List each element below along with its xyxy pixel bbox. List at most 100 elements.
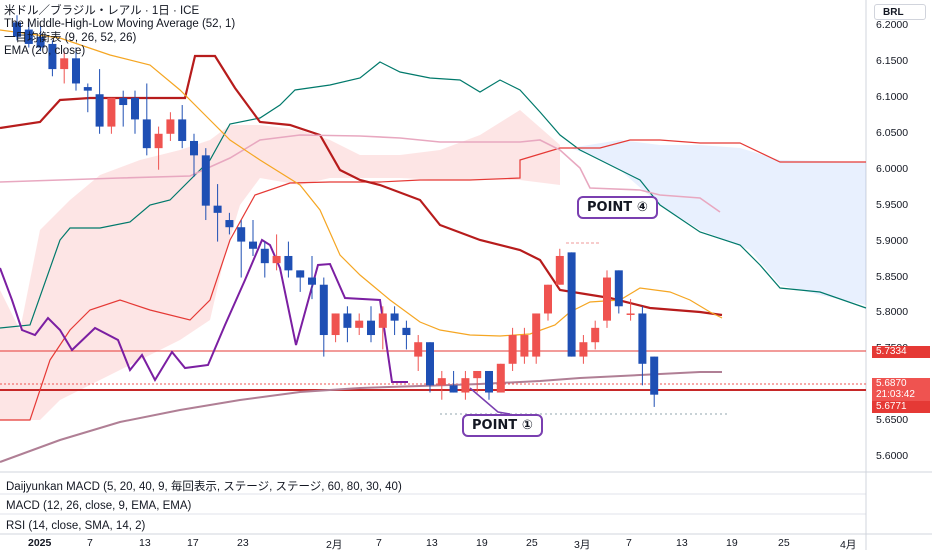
candle-body <box>36 36 45 48</box>
candle-body <box>237 227 246 242</box>
candle-body <box>343 313 352 328</box>
candle-body <box>272 255 281 264</box>
ema-line <box>0 29 723 337</box>
candle-body <box>355 320 364 328</box>
ichimoku-tenkan-line <box>0 134 721 213</box>
price-tick-label: 5.6500 <box>876 414 909 427</box>
time-tick-label: 7 <box>626 537 632 549</box>
candle-body <box>24 29 33 44</box>
candle-body <box>603 277 611 321</box>
ichimoku-span-a <box>0 139 866 421</box>
time-tick-label: 25 <box>778 537 790 549</box>
candle-body <box>48 43 57 70</box>
annotation-point-1[interactable]: POINT ① <box>462 414 543 437</box>
candle-body <box>131 97 139 120</box>
candle-body <box>426 342 434 386</box>
candle-body <box>60 58 69 70</box>
time-tick-label: 7 <box>376 537 382 549</box>
time-tick-label: 23 <box>237 537 249 549</box>
price-tag-last: 5.6870 <box>872 378 930 390</box>
candle-body <box>331 313 340 336</box>
time-tick-label: 17 <box>187 537 199 549</box>
candle-body <box>284 255 293 271</box>
indicator-ichimoku-label[interactable]: 一目均衡表 (9, 26, 52, 26) <box>4 32 137 44</box>
candle-body <box>190 140 198 156</box>
candle-body <box>614 270 623 307</box>
candle-body <box>142 119 151 149</box>
candle-body <box>414 342 423 357</box>
time-tick-label: 7 <box>87 537 93 549</box>
pane-rsi-label[interactable]: RSI (14, close, SMA, 14, 2) <box>6 520 146 532</box>
ichimoku-cloud-bull <box>570 140 866 305</box>
price-tick-label: 6.1500 <box>876 54 909 67</box>
currency-badge[interactable]: BRL <box>874 4 926 20</box>
sma-long-line <box>0 371 722 463</box>
time-tick-label: 19 <box>476 537 488 549</box>
candle-body <box>201 155 210 206</box>
candle-body <box>166 119 175 134</box>
candle-body <box>449 385 458 393</box>
price-tag-countdown: 21:03:42 <box>872 389 930 401</box>
price-tick-label: 6.2000 <box>876 18 909 31</box>
price-tick-label: 6.0500 <box>876 126 909 139</box>
candle-body <box>367 320 375 336</box>
symbol-title: 米ドル／ブラジル・レアル · 1日 · ICE <box>4 5 200 17</box>
candle-body <box>95 94 104 127</box>
pane-daijyunkan-macd-label[interactable]: Daijyunkan MACD (5, 20, 40, 9, 毎回表示, ステー… <box>6 481 402 493</box>
price-tag-lower: 5.6771 <box>872 401 930 413</box>
candle-body <box>520 335 529 357</box>
candle-body <box>508 335 517 364</box>
candle-body <box>473 370 482 379</box>
time-tick-label: 3月 <box>574 539 591 551</box>
candle-body <box>402 327 411 336</box>
candle-body <box>178 119 187 141</box>
candle-body <box>119 97 128 106</box>
candle-body <box>437 378 446 386</box>
price-tick-label: 5.9000 <box>876 234 909 247</box>
time-tick-label: 2月 <box>326 539 343 551</box>
annotation-connector <box>469 387 511 415</box>
chikou-span-line <box>0 238 408 383</box>
time-tick-label: 13 <box>139 537 151 549</box>
candle-body <box>378 313 387 328</box>
time-tick-label: 13 <box>426 537 438 549</box>
price-tick-label: 5.8500 <box>876 270 909 283</box>
price-tick-label: 5.9500 <box>876 198 909 211</box>
candle-body <box>485 370 493 393</box>
candle-body <box>579 342 588 357</box>
candle-body <box>72 58 80 84</box>
ichimoku-span-b <box>0 61 867 329</box>
annotation-point-4[interactable]: POINT ④ <box>577 196 658 219</box>
candle-body <box>319 284 328 336</box>
price-tag-upper: 5.7334 <box>872 346 930 358</box>
price-tick-label: 5.8000 <box>876 306 909 319</box>
candle-body <box>626 313 635 315</box>
candle-body <box>296 270 305 278</box>
candle-body <box>249 241 257 249</box>
candle-body <box>225 220 234 228</box>
time-tick-label: 25 <box>526 537 538 549</box>
candle-body <box>154 133 163 149</box>
candle-body <box>461 378 470 393</box>
indicator-mhl-label[interactable]: The Middle-High-Low Moving Average (52, … <box>4 18 236 30</box>
time-tick-label: 4月 <box>840 539 857 551</box>
candle-body <box>107 97 116 127</box>
indicator-ema-label[interactable]: EMA (20, close) <box>4 45 86 57</box>
candle-body <box>308 277 316 285</box>
candle-body <box>591 327 600 343</box>
candle-body <box>496 363 505 393</box>
candle-body <box>555 255 564 285</box>
candle-body <box>83 87 92 91</box>
pane-macd-label[interactable]: MACD (12, 26, close, 9, EMA, EMA) <box>6 500 192 512</box>
candle-body <box>260 248 269 264</box>
candle-body <box>13 22 21 37</box>
price-tick-label: 6.0000 <box>876 162 909 175</box>
candle-body <box>567 252 576 357</box>
time-tick-label: 13 <box>676 537 688 549</box>
candle-body <box>650 356 659 395</box>
candle-body <box>213 205 222 213</box>
candle-body <box>544 284 552 314</box>
time-tick-label: 19 <box>726 537 738 549</box>
candle-body <box>390 313 399 321</box>
